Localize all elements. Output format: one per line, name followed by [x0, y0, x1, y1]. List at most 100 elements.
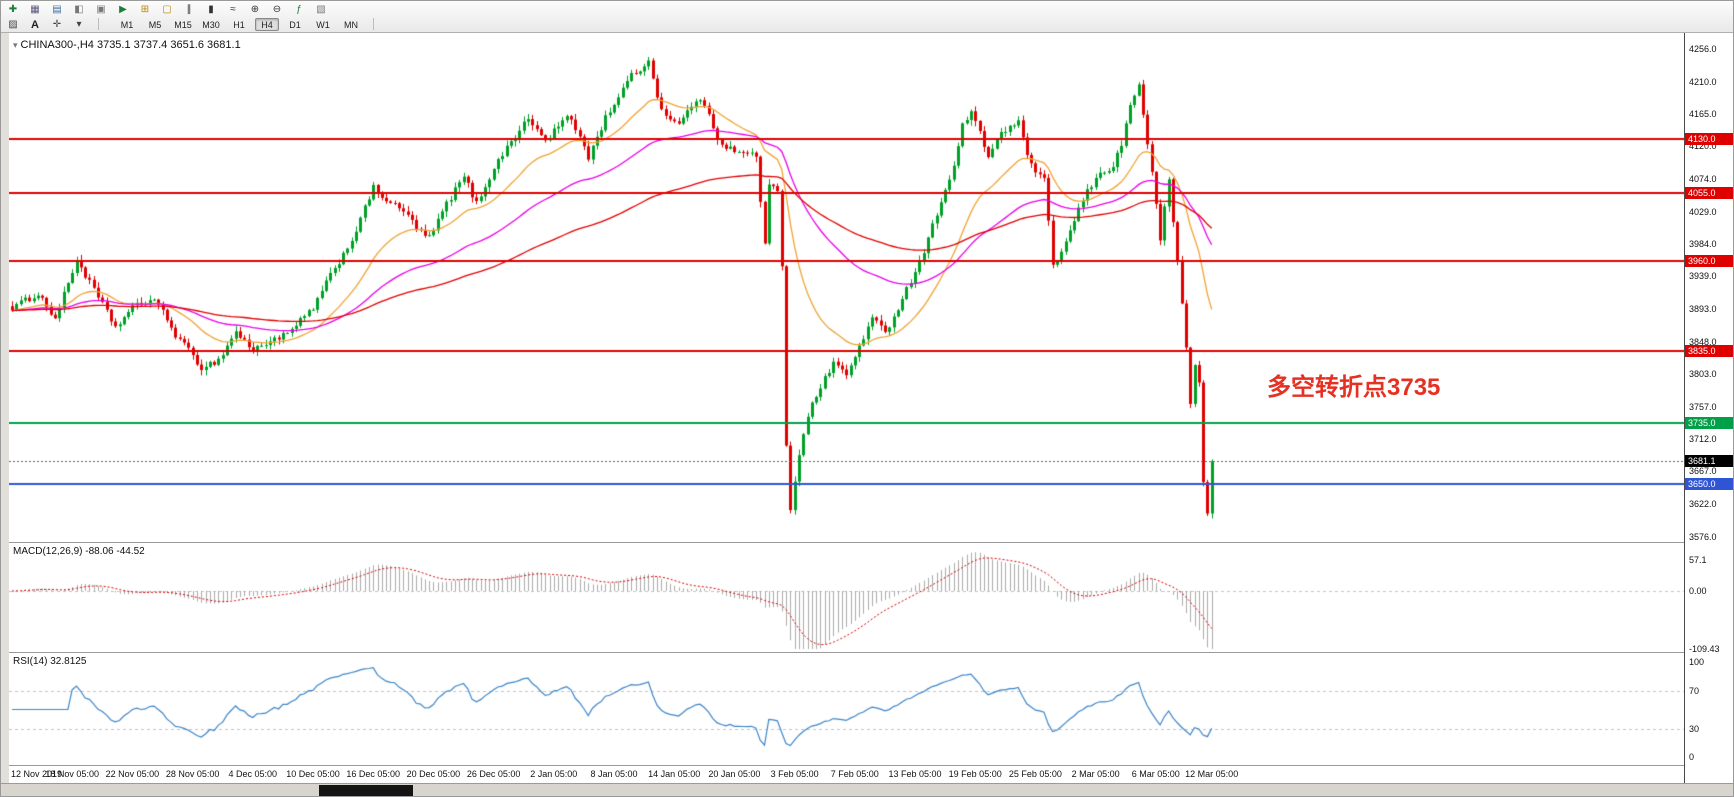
toolbar-row-1: ✚ ▦ ▤ ◧ ▣ ▶ ⊞ ▢ ∥ ▮ ≈ ⊕ ⊖ ƒ ▧: [4, 2, 1732, 16]
text-tool-button[interactable]: A: [31, 18, 39, 31]
time-axis-label: 25 Feb 05:00: [1008, 769, 1062, 779]
price-axis-tick: 4210.0: [1689, 76, 1717, 87]
new-order-icon[interactable]: ✚: [8, 3, 18, 15]
price-axis-tick: 3848.0: [1689, 336, 1717, 347]
line-chart-icon[interactable]: ≈: [230, 3, 236, 15]
chart-tab-bar: [1, 783, 1733, 796]
macd-indicator-label: MACD(12,26,9) -88.06 -44.52: [13, 546, 145, 557]
autotrading-icon[interactable]: ▶: [119, 3, 127, 15]
price-axis-tick: 3712.0: [1689, 434, 1717, 445]
macd-panel-separator[interactable]: [9, 542, 1733, 543]
toolbar-separator: [373, 18, 374, 30]
timeframe-button-mn[interactable]: MN: [344, 19, 358, 30]
price-axis-tick: 57.1: [1689, 554, 1707, 565]
timeframe-button-m15[interactable]: M15: [174, 19, 192, 30]
rsi-panel-separator[interactable]: [9, 652, 1733, 653]
indicators-icon[interactable]: ƒ: [296, 3, 302, 15]
hatch-pattern-icon[interactable]: ▨: [8, 18, 18, 30]
candlestick-chart-icon[interactable]: ▮: [208, 3, 214, 15]
price-axis-tick: 70: [1689, 685, 1700, 696]
timeframe-button-group: M1 M5 M15 M30 H1 H4 D1 W1 MN: [115, 17, 367, 31]
price-line-badge: 4055.0: [1685, 187, 1733, 199]
time-axis-label: 2 Mar 05:00: [1071, 769, 1120, 779]
price-axis-tick: 3667.0: [1689, 466, 1717, 477]
timeframe-button-w1[interactable]: W1: [316, 19, 330, 30]
time-axis-label: 13 Feb 05:00: [888, 769, 942, 779]
price-axis-tick: 3939.0: [1689, 271, 1717, 282]
bar-chart-icon[interactable]: ∥: [186, 3, 192, 15]
time-axis-label: 14 Jan 05:00: [648, 769, 701, 779]
time-axis-separator: [9, 765, 1733, 766]
toolbar-row-2: ▨ A ✛ ▾ M1 M5 M15 M30 H1 H4 D1 W1 MN: [4, 16, 1732, 32]
rsi-indicator-label: RSI(14) 32.8125: [13, 656, 86, 667]
price-axis-tick: 0: [1689, 752, 1695, 762]
time-axis-label: 3 Feb 05:00: [770, 769, 819, 779]
timeframe-button-h1[interactable]: H1: [233, 19, 245, 30]
chart-area: ▾ CHINA300-,H4 3735.1 3737.4 3651.6 3681.…: [1, 33, 1733, 783]
time-axis-label: 20 Jan 05:00: [708, 769, 761, 779]
chart-symbol-period: CHINA300-,H4: [20, 39, 94, 51]
price-line-badge: 3960.0: [1685, 255, 1733, 268]
crosshair-icon[interactable]: ✛: [52, 18, 62, 30]
macd-name: MACD(12,26,9): [13, 546, 83, 557]
rsi-name: RSI(14): [13, 656, 48, 667]
timeframe-button-h4[interactable]: H4: [255, 17, 279, 31]
price-axis-tick: 4120.0: [1689, 141, 1717, 152]
price-axis-tick: 30: [1689, 723, 1700, 734]
price-axis-tick: -109.43: [1689, 644, 1720, 654]
window-left-edge: [1, 33, 9, 783]
price-axis-tick: 4165.0: [1689, 109, 1717, 120]
time-axis-label: 22 Nov 05:00: [105, 769, 160, 779]
time-axis: 12 Nov 2019 18 Nov 05:00 22 Nov 05:00 28 No…: [9, 765, 1684, 783]
price-line-badge: 3835.0: [1685, 344, 1733, 357]
annotation-text[interactable]: 多空转折点3735: [1267, 374, 1441, 401]
terminal-icon[interactable]: ▣: [96, 3, 106, 15]
price-axis-tick: 4074.0: [1689, 174, 1717, 185]
price-axis-tick: 3576.0: [1689, 531, 1717, 542]
price-chart-canvas[interactable]: [9, 33, 1684, 765]
time-axis-label: 8 Jan 05:00: [590, 769, 638, 779]
macd-values: -88.06 -44.52: [85, 546, 145, 557]
time-axis-label: 2 Jan 05:00: [530, 769, 578, 779]
time-axis-label: 18 Nov 05:00: [45, 769, 99, 779]
templates-icon[interactable]: ▧: [316, 3, 326, 15]
rsi-value: 32.8125: [50, 656, 87, 667]
chart-title: ▾ CHINA300-,H4 3735.1 3737.4 3651.6 3681.…: [13, 39, 241, 51]
timeframe-button-m30[interactable]: M30: [202, 19, 220, 30]
timeframe-button-m1[interactable]: M1: [120, 19, 134, 30]
time-axis-label: 28 Nov 05:00: [165, 769, 220, 779]
time-axis-label: 26 Dec 05:00: [466, 769, 521, 779]
price-axis-tick: 3984.0: [1689, 238, 1717, 249]
price-line-badge: 3735.0: [1685, 416, 1733, 429]
price-line-badge: 3650.0: [1685, 477, 1733, 490]
time-axis-label: 10 Dec 05:00: [286, 769, 340, 779]
price-line-badge: 4130.0: [1685, 133, 1733, 146]
price-axis-tick: 3757.0: [1689, 401, 1717, 412]
drawing-tools-dropdown-caret[interactable]: ▾: [76, 18, 82, 30]
chart-tab[interactable]: [319, 785, 413, 796]
charts-grid-icon[interactable]: ▦: [30, 3, 40, 15]
price-axis: 4256.0 4210.0 4165.0 4120.0 4074.0 4029.0 3984…: [1684, 33, 1733, 783]
navigator-icon[interactable]: ◧: [74, 3, 84, 15]
price-axis-tick: 4256.0: [1689, 43, 1717, 54]
price-axis-tick: 3893.0: [1689, 304, 1717, 315]
time-axis-label: 6 Mar 05:00: [1131, 769, 1180, 779]
chart-ohlc-values: 3735.1 3737.4 3651.6 3681.1: [96, 39, 241, 51]
price-axis-tick: 100: [1689, 657, 1705, 667]
toolbar: ✚ ▦ ▤ ◧ ▣ ▶ ⊞ ▢ ∥ ▮ ≈ ⊕ ⊖ ƒ ▧ ▨ A ✛ ▾ M1 M5 M15 M30 H1 H4 D1…: [1, 1, 1733, 33]
market-watch-icon[interactable]: ▤: [52, 3, 62, 15]
price-line-badge: 3681.1: [1685, 455, 1733, 468]
symbol-marker-icon: ▾: [13, 40, 18, 50]
new-chart-icon[interactable]: ⊞: [140, 3, 150, 15]
timeframe-button-m5[interactable]: M5: [148, 19, 162, 30]
price-axis-tick: 4029.0: [1689, 206, 1717, 217]
timeframe-button-d1[interactable]: D1: [289, 19, 301, 30]
time-axis-label: 12 Mar 05:00: [1185, 769, 1239, 779]
zoom-out-icon[interactable]: ⊖: [272, 3, 282, 15]
toolbar-separator: [98, 18, 99, 30]
zoom-in-icon[interactable]: ⊕: [250, 3, 260, 15]
time-axis-label: 20 Dec 05:00: [406, 769, 461, 779]
price-axis-tick: 3622.0: [1689, 498, 1717, 509]
profiles-icon[interactable]: ▢: [162, 3, 172, 15]
time-axis-label: 19 Feb 05:00: [948, 769, 1002, 779]
